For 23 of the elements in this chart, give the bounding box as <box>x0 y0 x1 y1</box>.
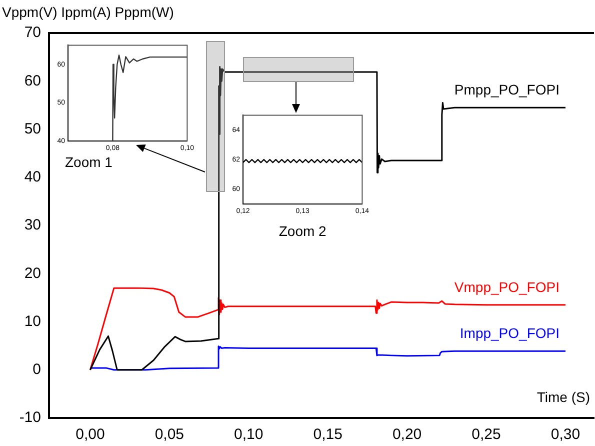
series-label: Vmpp_PO_FOPI <box>454 278 560 295</box>
y-tick-label: -10 <box>19 409 41 426</box>
x-tick-label: 0,00 <box>76 426 105 444</box>
x-tick-label: 0,30 <box>550 426 580 444</box>
x-tick-label: 0,10 <box>234 426 264 444</box>
series-label: Pmpp_PO_FOPI <box>454 81 560 98</box>
series-label: Impp_PO_FOPI <box>460 324 560 341</box>
y-tick-label: 30 <box>24 216 41 234</box>
y-tick-label: 60 <box>24 72 41 90</box>
text: Zoom 2 <box>278 222 327 239</box>
y-tick-label: 70 <box>24 24 41 42</box>
y-axis-title: Vppm(V) Ippm(A) Pppm(W) <box>2 4 174 20</box>
x-tick-label: 0,25 <box>472 426 501 444</box>
y-tick-label: 10 <box>24 312 41 330</box>
x-tick-label: 0,05 <box>154 426 184 444</box>
y-tick-label: 40 <box>24 168 41 186</box>
y-tick-label: 20 <box>24 264 41 282</box>
x-axis-title: Time (S) <box>536 388 590 405</box>
y-tick-label: 50 <box>24 120 41 138</box>
text: Zoom 1 <box>65 154 113 170</box>
x-tick-label: 0,20 <box>392 426 422 444</box>
y-tick-label: 0 <box>32 361 41 378</box>
x-tick-label: 0,15 <box>313 426 342 444</box>
